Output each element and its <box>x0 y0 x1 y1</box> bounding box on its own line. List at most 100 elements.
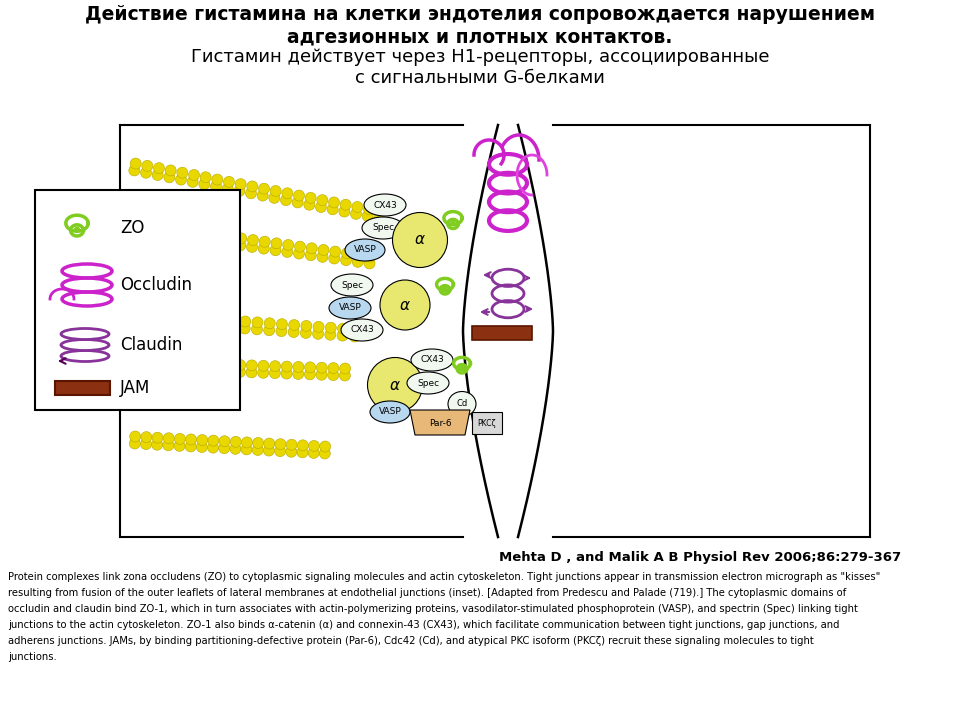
Circle shape <box>200 235 210 246</box>
Circle shape <box>257 367 269 378</box>
Circle shape <box>166 318 177 328</box>
Circle shape <box>163 433 174 444</box>
Circle shape <box>130 363 140 374</box>
Circle shape <box>247 360 257 371</box>
Circle shape <box>275 438 286 450</box>
Circle shape <box>219 436 230 446</box>
Circle shape <box>304 362 316 373</box>
Circle shape <box>175 433 185 444</box>
Circle shape <box>185 441 196 452</box>
Circle shape <box>259 236 270 247</box>
Circle shape <box>300 328 311 338</box>
Text: resulting from fusion of the outer leaflets of lateral membranes at endothelial : resulting from fusion of the outer leafl… <box>8 588 847 598</box>
Circle shape <box>328 363 339 374</box>
Circle shape <box>140 167 152 179</box>
Circle shape <box>222 183 233 194</box>
Circle shape <box>224 231 235 242</box>
Circle shape <box>317 194 327 206</box>
Circle shape <box>270 368 280 379</box>
Circle shape <box>252 444 263 456</box>
Circle shape <box>153 228 163 239</box>
Circle shape <box>252 317 263 328</box>
Circle shape <box>282 246 293 258</box>
Text: VASP: VASP <box>378 408 401 416</box>
Circle shape <box>375 206 386 217</box>
Text: Гистамин действует через H1-рецепторы, ассоциированные
с сигнальными G-белками: Гистамин действует через H1-рецепторы, а… <box>191 48 769 87</box>
Circle shape <box>338 323 348 334</box>
Circle shape <box>306 243 317 253</box>
Circle shape <box>316 369 327 380</box>
Circle shape <box>341 255 351 266</box>
Circle shape <box>191 312 202 323</box>
Circle shape <box>264 318 276 329</box>
Circle shape <box>165 223 177 234</box>
Circle shape <box>188 365 199 376</box>
Circle shape <box>177 225 188 235</box>
Circle shape <box>141 316 153 327</box>
Circle shape <box>318 244 329 256</box>
Circle shape <box>201 228 211 239</box>
Circle shape <box>288 327 300 338</box>
Circle shape <box>352 256 363 267</box>
Circle shape <box>223 238 234 249</box>
Circle shape <box>129 225 140 236</box>
Ellipse shape <box>341 319 383 341</box>
Circle shape <box>339 206 349 217</box>
Circle shape <box>164 230 176 241</box>
Circle shape <box>324 329 336 341</box>
Circle shape <box>228 315 238 326</box>
Circle shape <box>223 366 233 377</box>
Circle shape <box>316 362 327 373</box>
Circle shape <box>219 443 229 454</box>
Circle shape <box>246 367 257 378</box>
Circle shape <box>163 440 174 451</box>
Circle shape <box>276 319 287 330</box>
Circle shape <box>229 444 241 454</box>
Circle shape <box>258 360 269 372</box>
Ellipse shape <box>331 274 373 296</box>
Circle shape <box>257 190 268 201</box>
Circle shape <box>305 192 316 203</box>
Text: JAM: JAM <box>120 379 151 397</box>
Circle shape <box>201 172 211 183</box>
Circle shape <box>271 238 282 249</box>
Circle shape <box>362 211 373 222</box>
Circle shape <box>270 361 280 372</box>
Ellipse shape <box>329 297 371 319</box>
Circle shape <box>264 438 275 449</box>
Circle shape <box>230 436 241 447</box>
Ellipse shape <box>407 372 449 394</box>
Circle shape <box>208 435 219 446</box>
Circle shape <box>197 441 207 453</box>
Circle shape <box>177 167 188 179</box>
Circle shape <box>212 174 223 185</box>
Circle shape <box>275 446 286 456</box>
Ellipse shape <box>368 358 422 413</box>
Circle shape <box>269 192 279 203</box>
Circle shape <box>313 328 324 339</box>
Text: Occludin: Occludin <box>120 276 192 294</box>
Circle shape <box>154 317 165 328</box>
Circle shape <box>190 320 202 330</box>
Circle shape <box>270 186 281 197</box>
Ellipse shape <box>364 194 406 216</box>
Circle shape <box>227 322 238 333</box>
Circle shape <box>351 202 363 212</box>
Circle shape <box>153 364 164 375</box>
Circle shape <box>199 179 210 189</box>
Circle shape <box>141 227 152 238</box>
Circle shape <box>207 442 219 453</box>
Circle shape <box>364 204 374 215</box>
Circle shape <box>234 186 245 197</box>
Circle shape <box>210 181 222 192</box>
Circle shape <box>211 366 222 377</box>
Circle shape <box>75 228 80 232</box>
Circle shape <box>241 444 252 455</box>
Circle shape <box>281 368 292 379</box>
Circle shape <box>252 438 264 449</box>
Circle shape <box>152 432 163 444</box>
Bar <box>472 412 502 434</box>
Circle shape <box>350 208 362 220</box>
Circle shape <box>130 308 141 319</box>
Polygon shape <box>410 410 470 435</box>
